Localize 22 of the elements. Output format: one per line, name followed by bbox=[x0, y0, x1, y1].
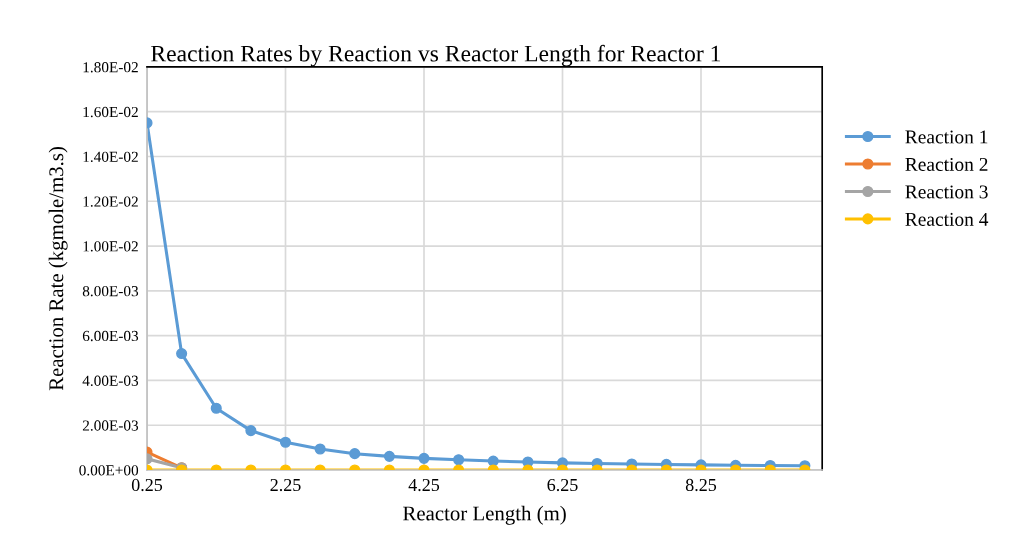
x-tick-label: 0.25 bbox=[131, 478, 163, 492]
legend-label: Reaction 1 bbox=[905, 130, 988, 144]
y-tick-label: 1.00E-02 bbox=[83, 241, 138, 252]
legend-label: Reaction 2 bbox=[905, 157, 988, 171]
y-tick-label: 1.40E-02 bbox=[83, 151, 138, 163]
legend-label: Reaction 4 bbox=[905, 212, 989, 226]
y-axis-title: Reaction Rate (kgmole/m3.s) bbox=[48, 147, 68, 391]
y-tick-label: 1.80E-02 bbox=[83, 62, 138, 73]
x-tick-label: 4.25 bbox=[408, 478, 440, 492]
y-tick-label: 8.00E-03 bbox=[82, 286, 139, 297]
y-tick-label: 2.00E-03 bbox=[82, 420, 139, 431]
y-tick-label: 4.00E-03 bbox=[82, 375, 139, 386]
x-tick-label: 2.25 bbox=[270, 478, 301, 492]
y-tick-label: 1.60E-02 bbox=[83, 106, 138, 118]
legend-label: Reaction 3 bbox=[905, 185, 988, 199]
chart-title: Reaction Rates by Reaction vs Reactor Length for Reactor 1 bbox=[151, 44, 721, 67]
x-tick-label: 6.25 bbox=[547, 478, 578, 492]
x-tick-label: 8.25 bbox=[685, 478, 717, 492]
y-tick-label: 0.00E+00 bbox=[79, 465, 139, 476]
y-tick-label: 1.20E-02 bbox=[83, 196, 138, 207]
y-tick-label: 6.00E-03 bbox=[82, 330, 139, 342]
x-axis-title: Reactor Length (m) bbox=[403, 505, 566, 525]
